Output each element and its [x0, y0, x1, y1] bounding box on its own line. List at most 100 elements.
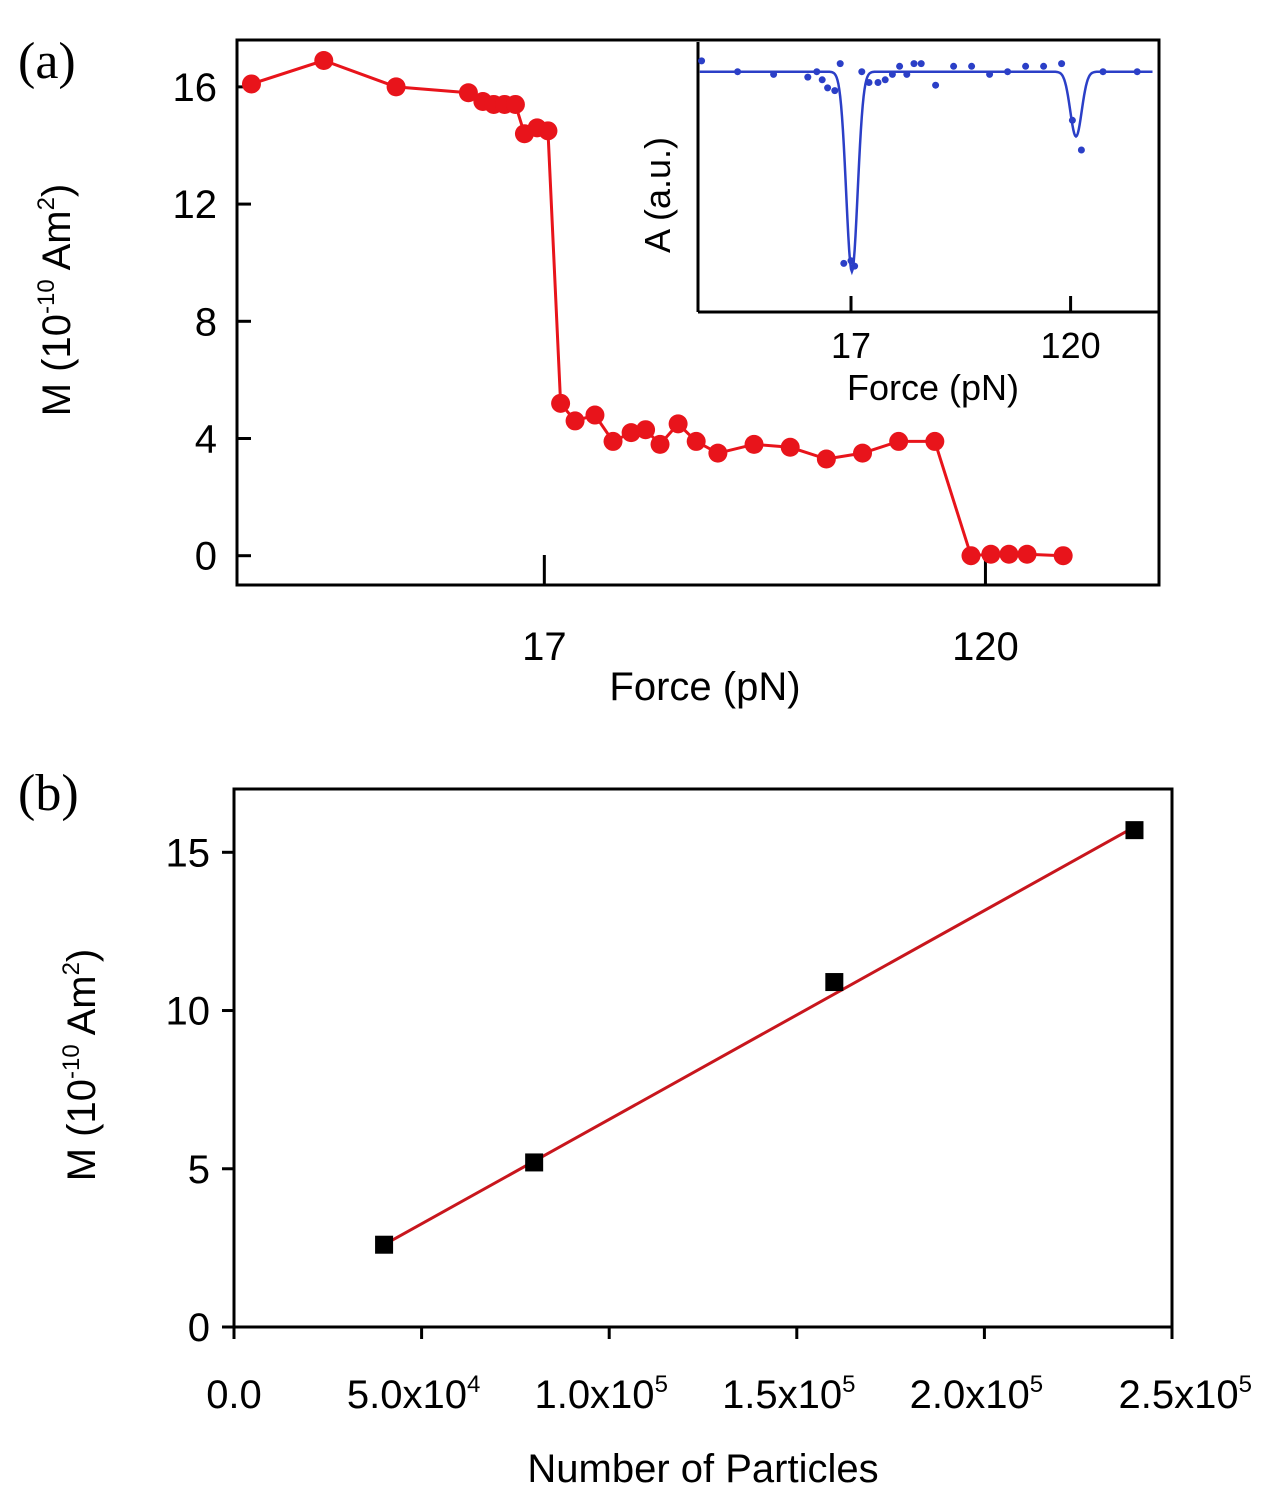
inset-data-point [858, 68, 866, 76]
panel-a-data-point [961, 546, 981, 566]
panel-b-data-point [525, 1153, 544, 1172]
inset-data-point [818, 76, 826, 84]
panel-b-x-tick-label: 1.5x105 [722, 1371, 855, 1417]
panel-a-x-tick-label: 17 [522, 625, 567, 669]
panel-a-data-point [603, 431, 623, 451]
panel-b-y-tick-label: 10 [166, 990, 211, 1034]
panel-a-y-axis-title: M (10-10 Am2) [33, 184, 79, 417]
panel-b-y-tick-label: 15 [166, 831, 211, 875]
panel-b-chart: (b) 0 5 10 15 0.0 5.0x104 1.0x105 1.5x105 2.0x1… [18, 765, 1252, 1491]
inset-data-point [881, 76, 889, 84]
panel-a-data-point [925, 431, 945, 451]
panel-b-x-tick-label: 2.5x105 [1119, 1371, 1252, 1417]
inset-data-point [851, 262, 859, 270]
inset-data-point [813, 68, 821, 76]
inset-data-point [874, 79, 882, 86]
inset-data-point [836, 60, 844, 68]
panel-a-x-ticks: 17 120 [522, 555, 1019, 669]
panel-a-y-tick-label: 16 [173, 66, 218, 110]
panel-b-y-ticks: 0 5 10 15 [166, 831, 234, 1350]
panel-a-data-point [668, 414, 688, 434]
inset-data-point [896, 62, 904, 70]
panel-b-x-tick-label: 1.0x105 [534, 1371, 667, 1417]
panel-b-y-tick-label: 5 [188, 1148, 210, 1192]
panel-a-data-point [621, 423, 641, 443]
panel-a-data-point [538, 121, 558, 141]
inset-data-point [910, 60, 918, 68]
panel-a-data-point [981, 544, 1001, 564]
panel-a-data-point [636, 420, 656, 440]
inset-data-point [847, 257, 855, 265]
panel-a-chart: (a) 0 4 8 12 16 17 120 Force (pN) M (10-10 Am… [18, 33, 1161, 709]
inset-data-point [917, 60, 925, 68]
inset-x-tick-label: 17 [831, 325, 871, 366]
inset-data-point [1068, 116, 1076, 124]
panel-a-label: (a) [18, 33, 76, 90]
inset-series [698, 57, 1153, 276]
panel-b-x-axis-title: Number of Particles [527, 1447, 878, 1491]
panel-a-data-point [458, 83, 478, 103]
inset-data-point [986, 70, 994, 78]
panel-a-data-point [889, 431, 909, 451]
panel-a-data-point [585, 405, 605, 425]
panel-b-data-point [375, 1235, 394, 1254]
inset-data-point [1040, 62, 1048, 70]
panel-a-data-point [505, 94, 525, 114]
panel-a-data-point [551, 393, 571, 413]
inset-x-axis-title: Force (pN) [847, 367, 1019, 408]
panel-a-y-tick-label: 4 [195, 417, 217, 461]
inset-data-point [698, 57, 706, 65]
inset-data-point [824, 84, 832, 92]
panel-b-data-point [1125, 821, 1144, 840]
panel-b-y-axis-title: M (10-10 Am2) [58, 949, 104, 1182]
inset-data-point [968, 62, 976, 70]
panel-a-x-tick-label: 120 [952, 625, 1019, 669]
panel-b-x-tick-label: 5.0x104 [347, 1371, 480, 1417]
panel-a-inset-chart: 17 120 Force (pN) A (a.u.) [637, 42, 1159, 408]
panel-a-data-point [565, 411, 585, 431]
panel-a-data-point [999, 544, 1019, 564]
panel-b-x-tick-label: 2.0x105 [910, 1371, 1043, 1417]
panel-a-data-point [708, 443, 728, 463]
inset-data-point [734, 68, 742, 76]
inset-data-point [1077, 146, 1085, 154]
inset-data-point [888, 70, 896, 78]
panel-a-y-tick-label: 12 [173, 183, 218, 227]
inset-data-point [804, 73, 812, 81]
inset-data-point [770, 70, 778, 78]
panel-a-x-axis-title: Force (pN) [609, 665, 800, 709]
panel-b-series [375, 821, 1144, 1254]
panel-b-label: (b) [18, 765, 79, 822]
inset-data-point [1004, 68, 1012, 76]
panel-a-data-point [744, 434, 764, 454]
panel-a-series [241, 51, 1073, 566]
panel-a-data-point [816, 449, 836, 469]
panel-b-fit-line [383, 825, 1136, 1247]
inset-data-point [1022, 62, 1030, 70]
panel-a-data-point [780, 437, 800, 457]
panel-b-fit [383, 825, 1136, 1247]
panel-b-y-tick-label: 0 [188, 1306, 210, 1350]
panel-a-data-point [686, 431, 706, 451]
panel-a-data-point [650, 434, 670, 454]
panel-a-y-tick-label: 8 [195, 300, 217, 344]
inset-data-point [1099, 68, 1107, 76]
inset-data-point [903, 70, 911, 78]
panel-a-data-point [853, 443, 873, 463]
inset-data-point [950, 62, 958, 70]
panel-a-data-point [1017, 544, 1037, 564]
panel-a-y-ticks: 0 4 8 12 16 [173, 66, 251, 579]
panel-b-x-ticks: 0.0 5.0x104 1.0x105 1.5x105 2.0x105 2.5x105 [206, 1327, 1252, 1417]
inset-data-point [932, 81, 940, 89]
inset-data-point [1058, 60, 1066, 68]
panel-a-data-point [241, 74, 261, 94]
inset-background [698, 42, 1157, 312]
inset-data-point [840, 259, 848, 267]
inset-x-ticks: 17 120 [831, 296, 1101, 366]
panel-b-data-point [825, 973, 844, 992]
panel-a-data-point [314, 51, 334, 71]
panel-a-data-point [1053, 546, 1073, 566]
panel-a-y-tick-label: 0 [195, 535, 217, 579]
panel-b-plot-frame [232, 787, 1174, 1329]
